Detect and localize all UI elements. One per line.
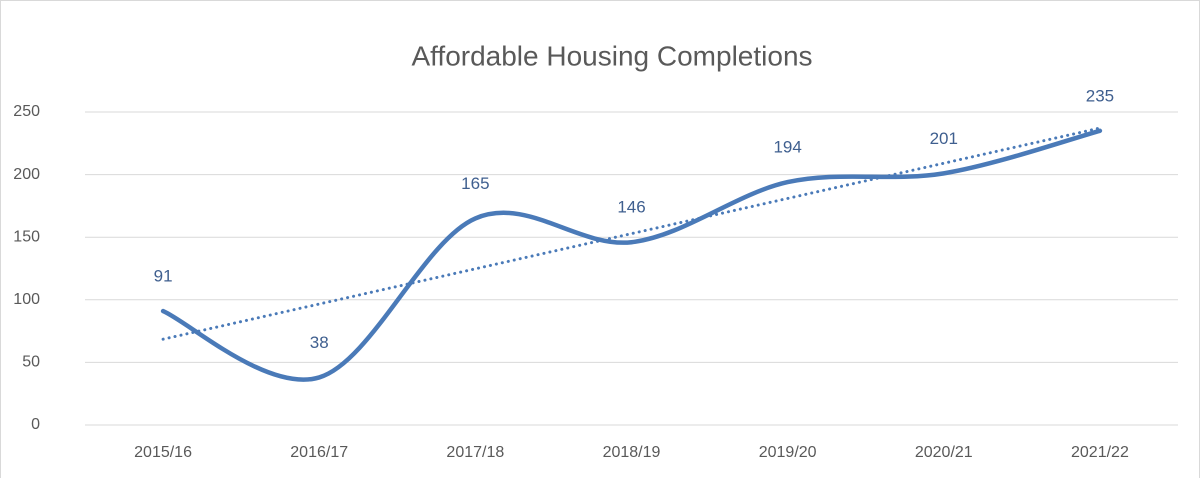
y-tick-label: 250 xyxy=(13,103,40,120)
y-tick-label: 100 xyxy=(13,291,40,308)
data-label: 201 xyxy=(930,129,958,148)
y-tick-label: 0 xyxy=(31,416,40,433)
x-tick-label: 2019/20 xyxy=(759,444,817,461)
y-tick-label: 50 xyxy=(22,354,40,371)
data-label: 146 xyxy=(617,198,645,217)
x-tick-label: 2016/17 xyxy=(290,444,348,461)
trendline xyxy=(161,126,1102,341)
x-tick-label: 2020/21 xyxy=(915,444,973,461)
data-label: 194 xyxy=(773,138,801,157)
data-label: 235 xyxy=(1086,86,1114,105)
x-tick-label: 2015/16 xyxy=(134,444,192,461)
data-label: 165 xyxy=(461,174,489,193)
data-label: 91 xyxy=(154,267,173,286)
data-label: 38 xyxy=(310,333,329,352)
y-tick-label: 200 xyxy=(13,166,40,183)
chart-title: Affordable Housing Completions xyxy=(411,40,812,71)
data-line xyxy=(160,128,1103,382)
x-tick-label: 2017/18 xyxy=(446,444,504,461)
x-tick-label: 2021/22 xyxy=(1071,444,1129,461)
x-tick-label: 2018/19 xyxy=(603,444,661,461)
y-tick-label: 150 xyxy=(13,228,40,245)
